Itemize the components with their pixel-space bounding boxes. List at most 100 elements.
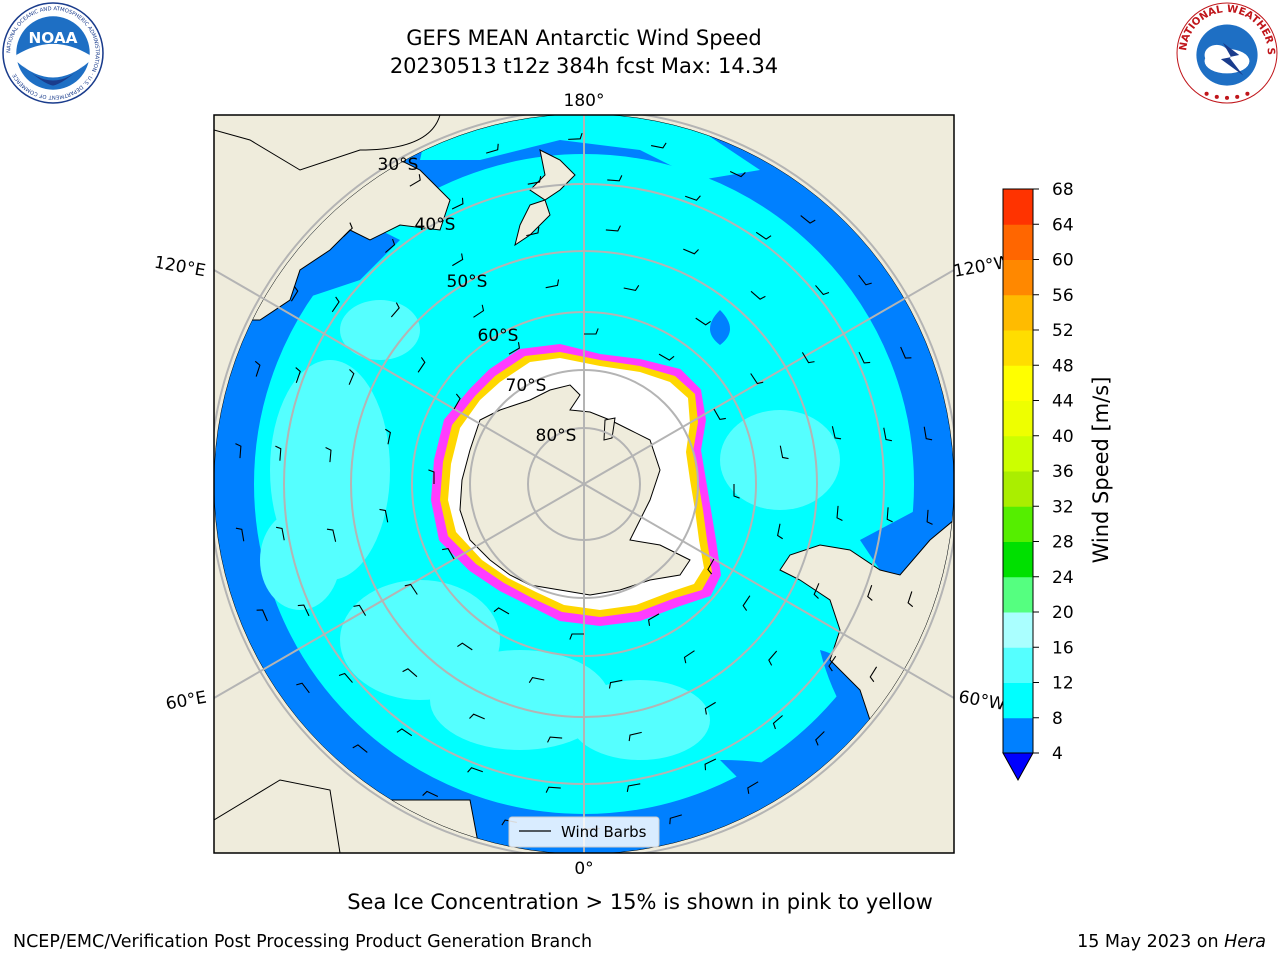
wind-barb <box>883 427 892 442</box>
wind-barb <box>453 393 461 410</box>
wind-barb <box>658 353 675 361</box>
wind-barb <box>326 528 337 542</box>
wind-barb <box>923 426 933 441</box>
wind-barb <box>747 781 759 794</box>
footer-machine: Hera <box>1224 932 1266 952</box>
colorbar-tick-label: 16 <box>1052 638 1074 658</box>
wind-barb <box>467 767 483 773</box>
wind-barb <box>409 174 421 187</box>
footer-date-text: 15 May 2023 on <box>1077 932 1225 952</box>
wind-barb <box>338 672 353 683</box>
wind-barb <box>254 360 261 377</box>
wind-barb <box>628 731 642 742</box>
lat-label-60s: 60°S <box>478 326 519 346</box>
wind-barb <box>451 197 464 210</box>
colorbar-tick-label: 64 <box>1052 215 1074 235</box>
wind-barb <box>569 633 584 640</box>
wind-barb <box>428 469 435 484</box>
wind-barb <box>545 279 560 289</box>
wind-barb <box>493 607 510 615</box>
wind-barb <box>750 373 764 385</box>
noaa-logo-text: NOAA <box>28 29 77 47</box>
wind-barb <box>707 558 715 575</box>
wind-barb <box>669 814 682 825</box>
wind-barb <box>452 253 464 267</box>
lon-label-60e: 60°E <box>164 688 208 715</box>
lon-label-120e: 120°E <box>153 253 207 282</box>
colorbar-tick-label: 12 <box>1052 674 1074 694</box>
lon-label-0: 0° <box>574 859 593 879</box>
wind-barb <box>469 713 485 720</box>
wind-barb <box>836 505 843 521</box>
wind-barb <box>343 222 353 237</box>
wind-barb <box>801 352 815 364</box>
colorbar-segment <box>1003 259 1033 296</box>
colorbar-label: Wind Speed [m/s] <box>1089 377 1113 564</box>
wind-barb <box>235 443 242 459</box>
colorbar-segment <box>1003 330 1033 366</box>
colorbar-tick-label: 36 <box>1052 462 1074 482</box>
wind-barb <box>608 679 623 689</box>
wind-barb <box>295 367 301 383</box>
colorbar-tick-label: 24 <box>1052 568 1074 588</box>
colorbar-segment <box>1003 294 1033 331</box>
wind-barb <box>584 328 599 335</box>
wind-barb <box>331 296 340 313</box>
wind-barb <box>926 509 933 525</box>
wind-barb <box>290 285 299 302</box>
wind-barb <box>422 790 439 798</box>
colorbar-tick-label: 44 <box>1052 392 1074 412</box>
colorbar-segment <box>1003 400 1033 437</box>
colorbar-tick-label: 68 <box>1052 180 1074 200</box>
colorbar-segment <box>1003 647 1033 683</box>
wind-barb <box>777 523 783 540</box>
wind-barb <box>683 248 699 255</box>
wind-barb <box>704 701 716 715</box>
lat-label-40s: 40°S <box>415 215 456 235</box>
wind-barb <box>404 583 418 595</box>
wind-barb <box>547 736 563 743</box>
wind-barb <box>815 731 825 746</box>
map-legend: Wind Barbs <box>508 816 660 848</box>
wind-barb <box>528 677 545 683</box>
wind-barb <box>648 613 660 626</box>
colorbar-tick-label: 56 <box>1052 286 1074 306</box>
wind-barb <box>276 526 285 541</box>
sea-ice-caption: Sea Ice Concentration > 15% is shown in … <box>347 890 933 914</box>
colorbar-segment <box>1003 471 1033 507</box>
footer-date: 15 May 2023 on Hera <box>1077 932 1266 952</box>
wind-barb <box>869 666 878 683</box>
map-frame <box>213 114 955 854</box>
wind-barb <box>275 445 282 461</box>
lat-label-70s: 70°S <box>506 376 547 396</box>
wind-barb <box>442 548 455 560</box>
wind-barb <box>235 527 245 542</box>
wind-barb <box>733 484 740 499</box>
wind-barb <box>779 445 789 460</box>
wind-barb <box>348 369 355 385</box>
wind-barb <box>858 274 872 286</box>
wind-barb <box>296 682 310 694</box>
colorbar-segment <box>1003 435 1033 472</box>
wind-barb <box>352 744 368 753</box>
lat-label-80s: 80°S <box>536 426 577 446</box>
wind-barb <box>772 715 783 730</box>
colorbar-segment <box>1003 189 1033 225</box>
wind-barb <box>755 231 772 240</box>
colorbar-segment <box>1003 224 1033 260</box>
wind-barb <box>457 642 473 651</box>
wind-barb <box>473 304 485 318</box>
wind-barb <box>695 317 711 326</box>
wind-barb <box>685 195 701 201</box>
wind-barb <box>768 650 778 666</box>
lat-label-50s: 50°S <box>447 272 488 292</box>
colorbar-tick-label: 28 <box>1052 533 1074 553</box>
wind-barb <box>256 609 268 622</box>
colorbar-segment <box>1003 612 1033 648</box>
wind-barb <box>907 591 914 608</box>
wind-barb <box>385 238 396 253</box>
wind-barb <box>713 408 726 420</box>
wind-barb <box>858 351 871 364</box>
